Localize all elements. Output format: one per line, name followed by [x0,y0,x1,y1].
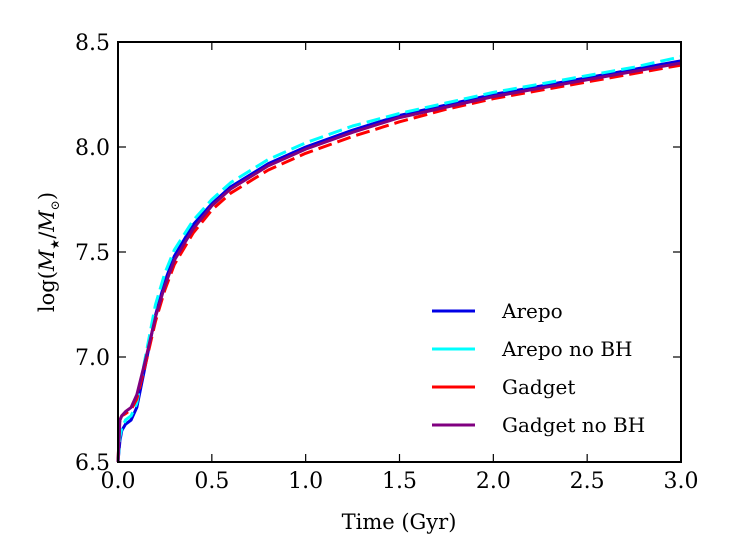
series-line-gadget-no-bh [116,61,682,463]
x-tick-label: 2.0 [476,469,511,494]
x-tick-label: 0.5 [194,469,229,494]
legend-label-gadget: Gadget [502,375,575,399]
x-tick-label: 1.5 [382,469,417,494]
y-tick-label: 7.0 [75,346,110,371]
x-tick-label: 0.0 [101,469,136,494]
y-tick-label: 8.0 [75,136,110,161]
y-axis-label: log(M★/M⊙) [35,192,62,312]
series-line-arepo-no-bh [116,55,682,463]
series-line-arepo [116,59,682,463]
series-layer [116,55,682,463]
legend-label-arepo: Arepo [501,299,563,323]
legend-label-gadget-no-bh: Gadget no BH [502,413,645,437]
y-tick-label: 6.5 [75,451,110,476]
x-tick-label: 2.5 [570,469,605,494]
y-tick-label: 8.5 [75,31,110,56]
legend: Arepo Arepo no BH Gadget Gadget no BH [432,299,645,437]
ticks-layer: 0.0 0.5 1.0 1.5 2.0 2.5 3.0 6.5 7.0 7.5 8.0 8.5 [75,31,699,494]
x-tick-label: 3.0 [664,469,699,494]
y-tick-label: 7.5 [75,241,110,266]
x-axis-label: Time (Gyr) [342,510,457,534]
plot-frame [117,41,682,463]
x-tick-label: 1.0 [288,469,323,494]
legend-label-arepo-no-bh: Arepo no BH [501,337,632,361]
